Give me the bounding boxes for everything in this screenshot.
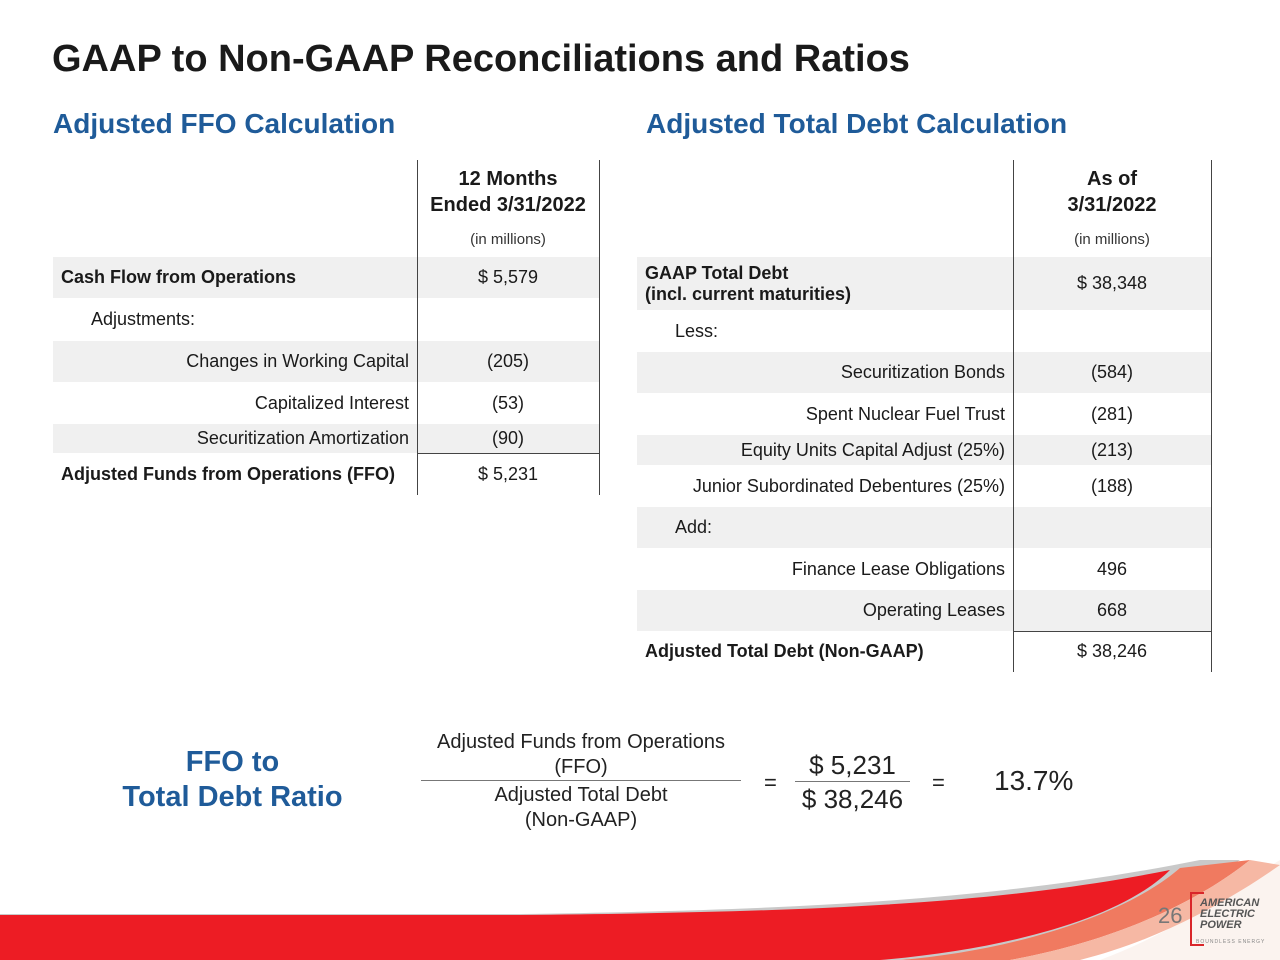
equals-sign: = — [764, 770, 777, 795]
row-label: Add: — [675, 517, 713, 537]
table-row: Operating Leases 668 — [637, 590, 1211, 631]
row-value: (584) — [1090, 362, 1134, 382]
numerator-value: $ 5,231 — [809, 750, 896, 780]
equals-sign-2: = — [932, 770, 945, 795]
logo-line3: POWER — [1200, 919, 1242, 931]
row-value — [1013, 310, 1211, 352]
debt-header-line1: As of — [1087, 168, 1137, 190]
page-number: 26 — [1158, 903, 1183, 928]
column-divider — [599, 160, 600, 495]
ratio-label: FFO to Total Debt Ratio — [90, 745, 375, 815]
row-value: $ 38,246 — [1076, 641, 1148, 661]
debt-section-heading: Adjusted Total Debt Calculation — [646, 108, 1068, 139]
ratio-result: 13.7% — [994, 765, 1074, 796]
row-label: Adjusted Total Debt (Non-GAAP) — [645, 641, 924, 661]
page-title: GAAP to Non-GAAP Reconciliations and Rat… — [52, 38, 910, 80]
table-row: Equity Units Capital Adjust (25%) (213) — [637, 435, 1211, 465]
logo-line1: AMERICAN — [1200, 897, 1260, 909]
row-label: Equity Units Capital Adjust (25%) — [740, 439, 1005, 460]
row-value — [417, 298, 599, 341]
row-label: Adjusted Funds from Operations (FFO) — [61, 463, 395, 484]
table-row: Adjustments: — [53, 298, 599, 341]
row-label: Finance Lease Obligations — [791, 558, 1005, 579]
table-row: Spent Nuclear Fuel Trust (281) — [637, 393, 1211, 435]
fraction-bar — [421, 780, 741, 781]
value-fraction-bar — [795, 781, 910, 782]
row-value: $ 5,579 — [477, 267, 539, 287]
logo-bracket — [1190, 892, 1204, 946]
total-rule — [1013, 631, 1211, 632]
logo-line2: ELECTRIC — [1200, 908, 1255, 920]
row-label: Cash Flow from Operations — [61, 267, 297, 287]
row-label: Spent Nuclear Fuel Trust — [805, 403, 1005, 424]
table-row: GAAP Total Debt (incl. current maturities… — [637, 257, 1211, 310]
row-value — [1013, 507, 1211, 548]
total-rule — [417, 453, 599, 454]
ratio-numerator: Adjusted Funds from Operations (FFO) — [420, 730, 742, 780]
ratio-label-line1: FFO to — [185, 746, 280, 778]
column-divider — [1013, 160, 1014, 672]
table-row: Finance Lease Obligations 496 — [637, 548, 1211, 590]
aep-logo: AMERICAN ELECTRIC POWER — [1200, 898, 1259, 931]
row-label-line2: (incl. current maturities) — [645, 283, 852, 304]
row-label: Securitization Bonds — [840, 362, 1005, 382]
row-label: GAAP Total Debt (incl. current maturities… — [637, 257, 1013, 310]
ratio-denominator: Adjusted Total Debt (Non-GAAP) — [420, 783, 742, 833]
ratio-label-line2: Total Debt Ratio — [122, 781, 343, 813]
table-row: Securitization Amortization (90) — [53, 424, 599, 453]
ffo-column-header: 12 Months Ended 3/31/2022 — [417, 166, 599, 218]
row-value: 668 — [1096, 600, 1128, 620]
row-value: (53) — [491, 392, 524, 413]
table-row: Capitalized Interest (53) — [53, 382, 599, 424]
column-divider — [417, 160, 418, 495]
row-label-line1: GAAP Total Debt — [645, 262, 789, 283]
row-value: (205) — [486, 351, 530, 371]
numerator-line1: Adjusted Funds from Operations — [437, 731, 725, 753]
footer-swoosh — [0, 860, 1280, 960]
table-row: Adjusted Total Debt (Non-GAAP) $ 38,246 — [637, 631, 1211, 672]
debt-column-header: As of 3/31/2022 — [1013, 166, 1211, 218]
row-value: 496 — [1096, 558, 1128, 579]
table-row: Changes in Working Capital (205) — [53, 341, 599, 382]
table-row: Less: — [637, 310, 1211, 352]
row-value: (213) — [1090, 439, 1134, 460]
ffo-units: (in millions) — [470, 231, 546, 248]
denominator-line2: (Non-GAAP) — [524, 809, 638, 831]
row-label: Less: — [675, 320, 719, 341]
row-label: Operating Leases — [862, 600, 1005, 620]
row-label: Securitization Amortization — [196, 428, 409, 448]
row-value: (188) — [1090, 475, 1134, 496]
debt-header-line2: 3/31/2022 — [1067, 194, 1157, 216]
ffo-header-line1: 12 Months — [458, 168, 558, 190]
table-row: Securitization Bonds (584) — [637, 352, 1211, 393]
column-divider — [1211, 160, 1212, 672]
ffo-header-line2: Ended 3/31/2022 — [430, 194, 586, 216]
denominator-line1: Adjusted Total Debt — [494, 784, 668, 806]
ffo-section-heading: Adjusted FFO Calculation — [53, 108, 396, 139]
numerator-line2: (FFO) — [554, 756, 608, 778]
table-row: Junior Subordinated Debentures (25%) (188… — [637, 465, 1211, 507]
row-label: Capitalized Interest — [254, 392, 409, 413]
row-value: (90) — [491, 428, 524, 448]
row-label: Changes in Working Capital — [186, 351, 409, 371]
table-row: Add: — [637, 507, 1211, 548]
row-value: $ 38,348 — [1076, 273, 1148, 293]
row-label: Adjustments: — [91, 309, 196, 329]
table-row: Adjusted Funds from Operations (FFO) $ 5,… — [53, 453, 599, 495]
row-label: Junior Subordinated Debentures (25%) — [692, 475, 1005, 496]
debt-units: (in millions) — [1074, 231, 1150, 248]
row-value: (281) — [1090, 403, 1134, 424]
denominator-value: $ 38,246 — [801, 784, 904, 814]
row-value: $ 5,231 — [477, 463, 539, 484]
table-row: Cash Flow from Operations $ 5,579 — [53, 257, 599, 298]
logo-tagline: BOUNDLESS ENERGY — [1196, 939, 1266, 945]
